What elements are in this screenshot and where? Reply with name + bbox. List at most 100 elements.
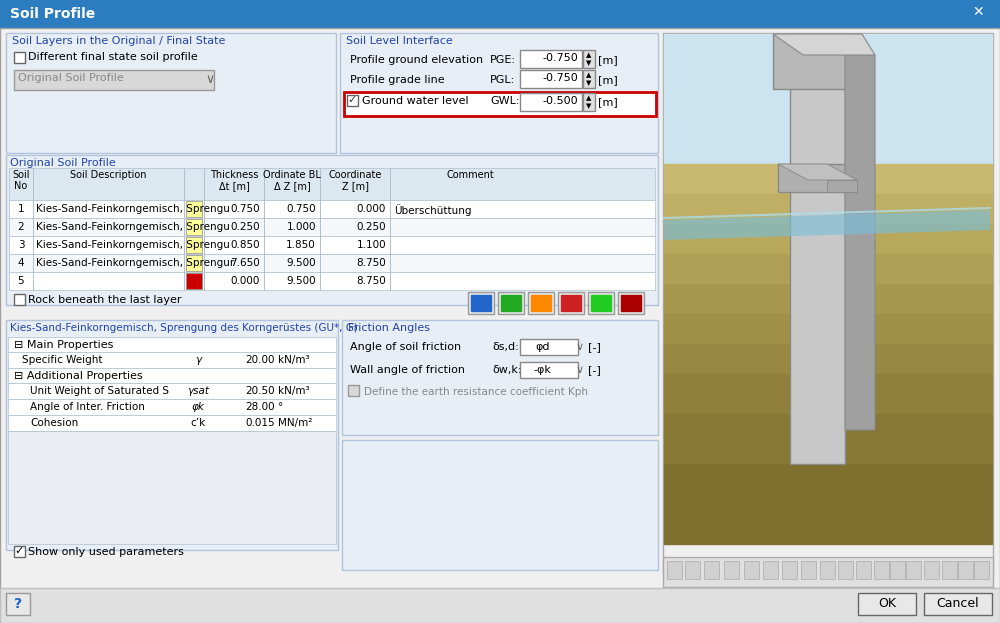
Bar bbox=[664, 34, 992, 164]
Text: [m]: [m] bbox=[598, 97, 618, 107]
Bar bbox=[348, 385, 359, 396]
Bar bbox=[820, 561, 835, 579]
Bar bbox=[498, 292, 524, 314]
Polygon shape bbox=[664, 210, 990, 240]
Bar bbox=[6, 320, 338, 550]
Text: Specific Weight: Specific Weight bbox=[22, 355, 103, 365]
Text: PGL:: PGL: bbox=[490, 75, 515, 85]
Bar bbox=[520, 339, 578, 355]
Bar bbox=[186, 237, 202, 253]
Bar bbox=[14, 546, 25, 557]
Text: [m]: [m] bbox=[598, 55, 618, 65]
Text: ▼: ▼ bbox=[586, 80, 592, 86]
Text: φd: φd bbox=[535, 342, 550, 352]
Bar bbox=[9, 168, 655, 200]
Bar bbox=[583, 93, 595, 111]
Bar bbox=[942, 561, 957, 579]
Text: δw,k:: δw,k: bbox=[492, 365, 522, 375]
Text: Kies-Sand-Feinkorngemisch, Sprengu: Kies-Sand-Feinkorngemisch, Sprengu bbox=[36, 240, 230, 250]
Bar bbox=[531, 295, 551, 311]
Text: [m]: [m] bbox=[598, 75, 618, 85]
Text: Kies-Sand-Feinkorngemisch, Sprengur: Kies-Sand-Feinkorngemisch, Sprengur bbox=[36, 258, 234, 268]
Text: ▲: ▲ bbox=[586, 52, 592, 58]
Text: ✓: ✓ bbox=[14, 546, 23, 556]
Bar bbox=[8, 399, 336, 415]
Bar bbox=[958, 561, 973, 579]
Text: 0.750: 0.750 bbox=[286, 204, 316, 214]
Text: Soil Profile: Soil Profile bbox=[10, 7, 95, 21]
Bar bbox=[14, 294, 25, 305]
Polygon shape bbox=[778, 164, 857, 180]
Bar bbox=[838, 561, 853, 579]
Bar bbox=[340, 33, 658, 153]
Text: Δ Z [m]: Δ Z [m] bbox=[274, 181, 310, 191]
Text: -0.750: -0.750 bbox=[542, 73, 578, 83]
Bar bbox=[664, 314, 992, 344]
Text: ∨: ∨ bbox=[576, 365, 584, 375]
Text: ⊟ Additional Properties: ⊟ Additional Properties bbox=[14, 371, 143, 381]
Bar bbox=[663, 33, 993, 575]
Text: 7.650: 7.650 bbox=[230, 258, 260, 268]
Text: -0.500: -0.500 bbox=[542, 96, 578, 106]
Text: ▼: ▼ bbox=[586, 60, 592, 66]
Bar bbox=[974, 561, 989, 579]
Bar bbox=[342, 320, 658, 435]
Text: 0.000: 0.000 bbox=[231, 276, 260, 286]
Bar bbox=[790, 34, 845, 464]
Text: Angle of Inter. Friction: Angle of Inter. Friction bbox=[30, 402, 145, 412]
Bar bbox=[763, 561, 778, 579]
Text: Profile grade line: Profile grade line bbox=[350, 75, 445, 85]
Text: Kies-Sand-Feinkorngemisch, Sprengung des Korngerüstes (GU*, G): Kies-Sand-Feinkorngemisch, Sprengung des… bbox=[10, 323, 358, 333]
Bar bbox=[6, 33, 336, 153]
Text: OK: OK bbox=[878, 597, 896, 610]
Text: Friction Angles: Friction Angles bbox=[348, 323, 430, 333]
Text: Δt [m]: Δt [m] bbox=[219, 181, 249, 191]
Text: ▲: ▲ bbox=[586, 72, 592, 78]
Text: Unit Weight of Saturated S: Unit Weight of Saturated S bbox=[30, 386, 169, 396]
Bar bbox=[186, 255, 202, 271]
Text: Thickness: Thickness bbox=[210, 170, 258, 180]
Bar bbox=[8, 415, 336, 431]
Text: -0.750: -0.750 bbox=[542, 53, 578, 63]
Bar bbox=[924, 561, 939, 579]
Bar bbox=[621, 295, 641, 311]
Text: ▲: ▲ bbox=[586, 95, 592, 101]
Bar bbox=[664, 194, 992, 224]
Text: Different final state soil profile: Different final state soil profile bbox=[28, 52, 198, 62]
Text: 0.000: 0.000 bbox=[357, 204, 386, 214]
Text: 1.000: 1.000 bbox=[287, 222, 316, 232]
Text: 28.00: 28.00 bbox=[245, 402, 275, 412]
Text: 8.750: 8.750 bbox=[356, 276, 386, 286]
Bar bbox=[874, 561, 889, 579]
Text: 0.850: 0.850 bbox=[230, 240, 260, 250]
Bar bbox=[663, 557, 993, 587]
Bar bbox=[186, 201, 202, 217]
Text: 0.250: 0.250 bbox=[230, 222, 260, 232]
Bar bbox=[801, 561, 816, 579]
Text: kN/m³: kN/m³ bbox=[278, 355, 310, 365]
Text: 3: 3 bbox=[18, 240, 24, 250]
Bar bbox=[0, 588, 1000, 623]
Polygon shape bbox=[845, 34, 875, 430]
Bar bbox=[664, 344, 992, 374]
Bar bbox=[8, 368, 336, 383]
Text: 20.50: 20.50 bbox=[245, 386, 275, 396]
Text: Original Soil Profile: Original Soil Profile bbox=[18, 73, 124, 83]
Bar bbox=[6, 155, 658, 305]
Bar bbox=[9, 200, 655, 218]
Text: Rock beneath the last layer: Rock beneath the last layer bbox=[28, 295, 182, 305]
Text: ∨: ∨ bbox=[576, 342, 584, 352]
Text: Soil Layers in the Original / Final State: Soil Layers in the Original / Final Stat… bbox=[12, 36, 225, 46]
Bar bbox=[6, 593, 30, 615]
Text: Coordinate: Coordinate bbox=[328, 170, 382, 180]
Text: Kies-Sand-Feinkorngemisch, Sprengu: Kies-Sand-Feinkorngemisch, Sprengu bbox=[36, 204, 230, 214]
Text: Profile ground elevation: Profile ground elevation bbox=[350, 55, 483, 65]
Text: φk: φk bbox=[192, 402, 204, 412]
Bar bbox=[588, 292, 614, 314]
Text: 1.100: 1.100 bbox=[356, 240, 386, 250]
Bar bbox=[14, 52, 25, 63]
Text: γsat: γsat bbox=[187, 386, 209, 396]
Text: °: ° bbox=[278, 402, 283, 412]
Bar bbox=[856, 561, 871, 579]
Bar bbox=[347, 95, 358, 106]
